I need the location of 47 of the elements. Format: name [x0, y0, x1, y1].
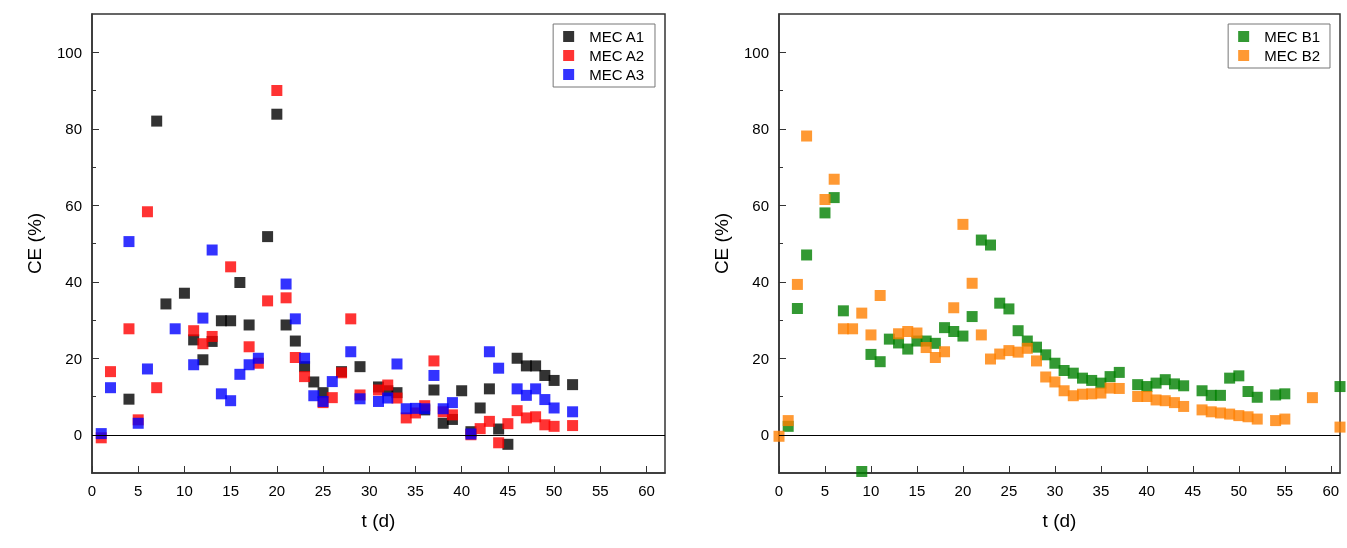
y-tick-label: 100 [56, 43, 82, 61]
y-tick-label: 40 [752, 273, 769, 291]
x-tick-label: 40 [453, 482, 471, 499]
x-tick-label: 5 [820, 482, 830, 499]
y-tick-label: 0 [760, 426, 769, 444]
x-tick-label: 30 [360, 482, 378, 499]
y-axis-title: CE (%) [711, 212, 732, 275]
x-axis-title: t (d) [361, 510, 396, 531]
y-tick-label: 60 [752, 196, 769, 214]
x-axis-title: t (d) [1042, 510, 1077, 531]
y-axis-title: CE (%) [24, 212, 45, 275]
x-tick-label: 20 [268, 482, 286, 499]
x-tick-label: 60 [1322, 482, 1340, 499]
x-tick-label: 5 [134, 482, 143, 499]
y-tick-label: 20 [65, 349, 82, 367]
x-tick-label: 55 [1276, 482, 1294, 499]
x-tick-label: 0 [774, 482, 784, 499]
legend-label: MEC A3 [589, 66, 645, 83]
legend-label: MEC B1 [1264, 28, 1321, 45]
y-tick-label: 40 [65, 273, 82, 291]
x-tick-label: 50 [545, 482, 563, 499]
x-tick-label: 10 [176, 482, 193, 499]
x-tick-label: 15 [222, 482, 239, 499]
legend-label: MEC A2 [589, 47, 645, 64]
y-tick-label: 0 [73, 426, 82, 444]
legend-label: MEC A1 [589, 28, 645, 45]
x-tick-label: 45 [1184, 482, 1202, 499]
legend-label: MEC B2 [1264, 47, 1321, 64]
x-tick-label: 15 [908, 482, 926, 499]
x-tick-label: 55 [591, 482, 609, 499]
x-tick-label: 35 [407, 482, 424, 499]
y-tick-label: 100 [743, 43, 769, 61]
x-tick-label: 45 [499, 482, 517, 499]
x-tick-label: 60 [638, 482, 655, 499]
y-tick-label: 60 [65, 196, 82, 214]
y-tick-label: 20 [752, 349, 769, 367]
y-tick-label: 80 [752, 120, 769, 138]
x-tick-label: 10 [862, 482, 880, 499]
x-tick-label: 20 [954, 482, 972, 499]
y-tick-label: 80 [65, 120, 82, 138]
x-tick-label: 50 [1230, 482, 1248, 499]
x-tick-label: 30 [1046, 482, 1064, 499]
x-tick-label: 35 [1092, 482, 1110, 499]
x-tick-label: 40 [1138, 482, 1156, 499]
x-tick-label: 25 [1000, 482, 1018, 499]
x-tick-label: 25 [314, 482, 332, 499]
x-tick-label: 0 [87, 482, 97, 499]
